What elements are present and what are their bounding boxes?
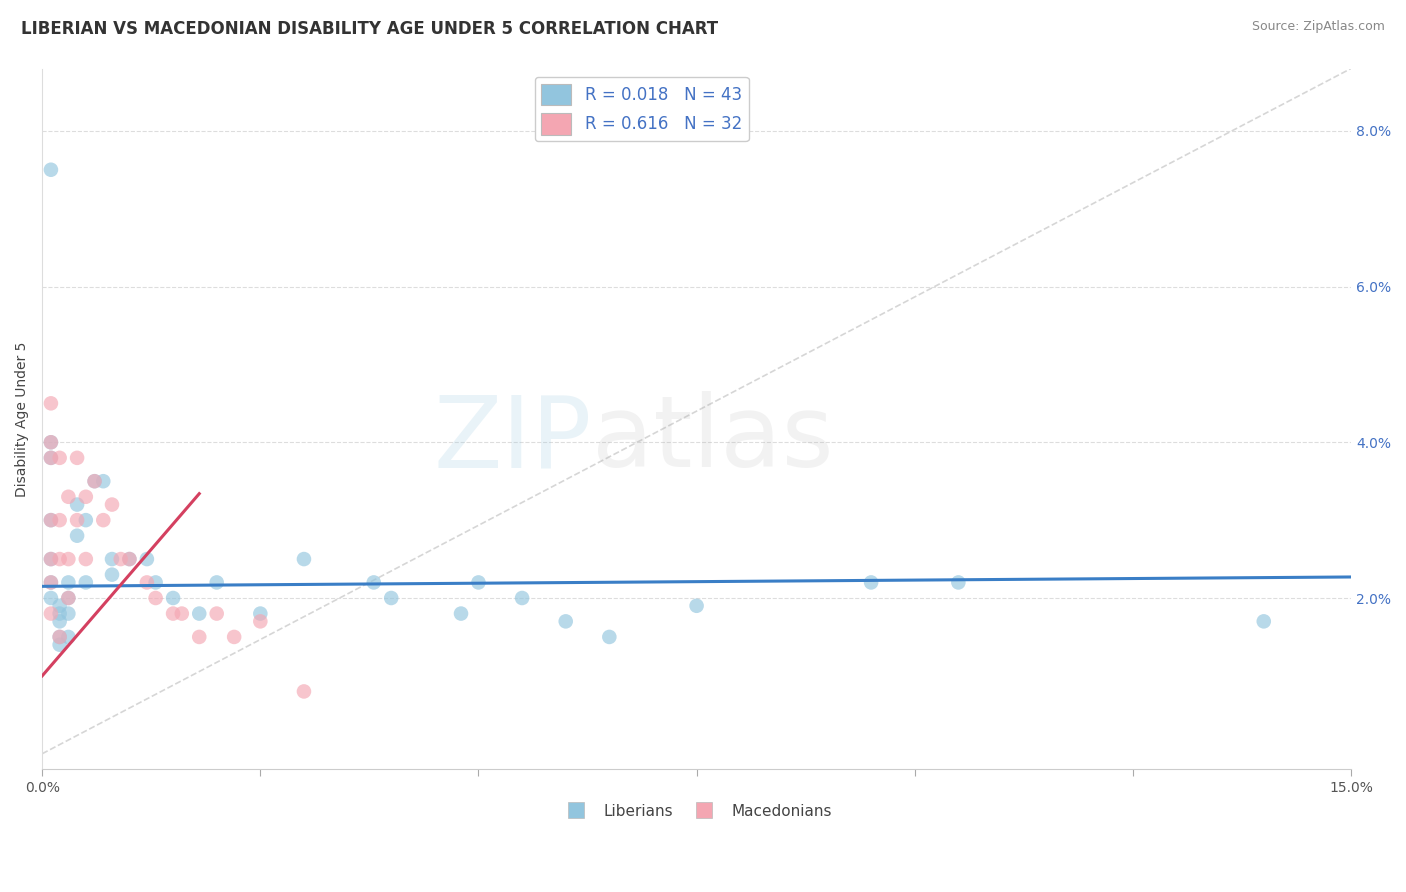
Point: [58, 591, 80, 605]
Point: [118, 552, 141, 566]
Point: [224, 630, 246, 644]
Point: [39, 591, 62, 605]
Point: [249, 615, 271, 629]
Point: [292, 684, 315, 698]
Point: [39, 435, 62, 450]
Point: [363, 575, 385, 590]
Point: [205, 607, 228, 621]
Point: [58, 607, 80, 621]
Point: [75, 552, 97, 566]
Point: [66, 513, 89, 527]
Point: [467, 575, 489, 590]
Text: Source: ZipAtlas.com: Source: ZipAtlas.com: [1251, 20, 1385, 33]
Point: [118, 552, 141, 566]
Point: [48, 599, 70, 613]
Point: [188, 630, 211, 644]
Point: [58, 552, 80, 566]
Point: [1253, 615, 1275, 629]
Point: [39, 435, 62, 450]
Point: [135, 552, 157, 566]
Point: [83, 474, 105, 488]
Point: [58, 490, 80, 504]
Point: [58, 575, 80, 590]
Point: [66, 498, 89, 512]
Point: [75, 575, 97, 590]
Point: [91, 513, 114, 527]
Point: [39, 450, 62, 465]
Point: [83, 474, 105, 488]
Point: [39, 552, 62, 566]
Point: [554, 615, 576, 629]
Point: [75, 490, 97, 504]
Point: [48, 630, 70, 644]
Point: [101, 498, 124, 512]
Point: [48, 638, 70, 652]
Point: [39, 552, 62, 566]
Point: [145, 591, 167, 605]
Point: [39, 575, 62, 590]
Point: [39, 607, 62, 621]
Point: [685, 599, 707, 613]
Point: [48, 552, 70, 566]
Point: [66, 529, 89, 543]
Point: [188, 607, 211, 621]
Point: [110, 552, 132, 566]
Point: [380, 591, 402, 605]
Point: [170, 607, 193, 621]
Point: [48, 607, 70, 621]
Point: [39, 396, 62, 410]
Point: [101, 567, 124, 582]
Point: [249, 607, 271, 621]
Point: [39, 513, 62, 527]
Point: [39, 162, 62, 177]
Point: [39, 575, 62, 590]
Point: [48, 450, 70, 465]
Point: [510, 591, 533, 605]
Text: atlas: atlas: [592, 392, 834, 489]
Point: [205, 575, 228, 590]
Point: [48, 630, 70, 644]
Point: [39, 450, 62, 465]
Point: [58, 630, 80, 644]
Text: ZIP: ZIP: [433, 392, 592, 489]
Y-axis label: Disability Age Under 5: Disability Age Under 5: [15, 342, 30, 497]
Legend: Liberians, Macedonians: Liberians, Macedonians: [555, 797, 838, 825]
Point: [450, 607, 472, 621]
Point: [39, 513, 62, 527]
Point: [292, 552, 315, 566]
Point: [162, 607, 184, 621]
Point: [598, 630, 620, 644]
Point: [58, 591, 80, 605]
Point: [145, 575, 167, 590]
Point: [948, 575, 970, 590]
Point: [101, 552, 124, 566]
Point: [75, 513, 97, 527]
Point: [860, 575, 883, 590]
Point: [135, 575, 157, 590]
Point: [66, 450, 89, 465]
Point: [162, 591, 184, 605]
Point: [48, 513, 70, 527]
Point: [48, 615, 70, 629]
Point: [91, 474, 114, 488]
Text: LIBERIAN VS MACEDONIAN DISABILITY AGE UNDER 5 CORRELATION CHART: LIBERIAN VS MACEDONIAN DISABILITY AGE UN…: [21, 20, 718, 37]
